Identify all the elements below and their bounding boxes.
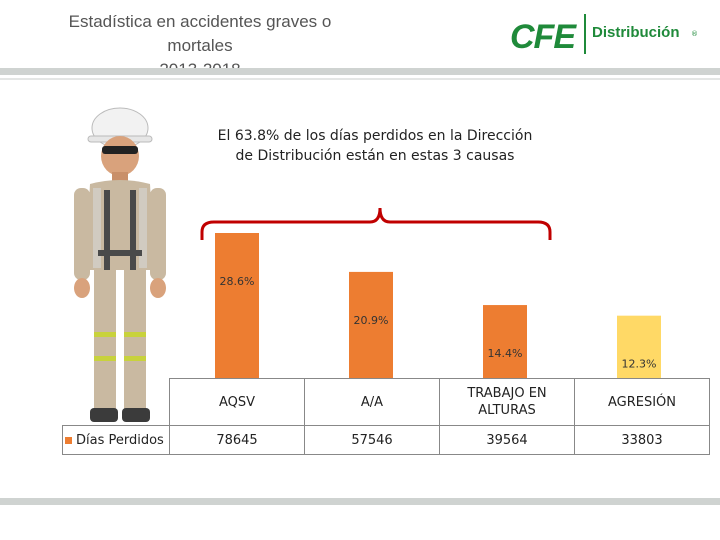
chart-note: El 63.8% de los días perdidos en la Dire… — [195, 126, 555, 166]
logo-separator — [584, 14, 586, 54]
category-cell-agresion: AGRESIÓN — [574, 378, 710, 426]
table-corner — [63, 379, 170, 426]
category-row: AQSV A/A TRABAJO EN ALTURAS AGRESIÓN — [63, 378, 710, 426]
category-label: A/A — [360, 394, 384, 410]
header-divider-thin — [0, 78, 720, 80]
legend-key — [65, 436, 72, 444]
bar-aqsv — [215, 233, 259, 378]
category-cell-aa: A/A — [304, 378, 440, 426]
legend-label: Días Perdidos — [76, 432, 164, 448]
bracket-annotation — [200, 207, 552, 240]
category-label: AGRESIÓN — [607, 394, 677, 410]
percent-label-aqsv: 28.6% — [220, 275, 255, 288]
category-label: TRABAJO EN — [467, 386, 547, 401]
note-line-1: El 63.8% de los días perdidos en la Dire… — [217, 128, 533, 144]
data-table: AQSV A/A TRABAJO EN ALTURAS AGRESIÓN Días… — [62, 378, 710, 455]
category-label: ALTURAS — [478, 403, 536, 418]
percent-label-trabajo-en-alturas: 14.4% — [488, 347, 523, 360]
category-label: AQSV — [218, 394, 256, 410]
percent-label-agresion: 12.3% — [622, 358, 657, 371]
value-cell-agresion: 33803 — [574, 425, 710, 455]
category-cell-aqsv: AQSV — [169, 378, 305, 426]
bar-agresion — [617, 315, 661, 378]
note-line-2: de Distribución están en estas 3 causas — [235, 148, 515, 164]
bar-trabajo-en-alturas — [483, 305, 527, 378]
bar-chart: 28.6% 20.9% 14.4% 12.3% — [200, 207, 661, 378]
footer-divider — [0, 498, 720, 505]
legend-entry: Días Perdidos — [62, 425, 170, 455]
category-cell-trabajo-en-alturas: TRABAJO EN ALTURAS — [439, 378, 575, 426]
percent-label-a-a: 20.9% — [354, 314, 389, 327]
bar-a-a — [349, 271, 393, 378]
title-line-1: Estadística en accidentes graves o morta… — [68, 12, 332, 55]
logo-word: CFE — [510, 18, 576, 56]
logo-registered-mark: ® — [691, 30, 698, 38]
values-row: Días Perdidos 78645 57546 39564 33803 — [62, 425, 710, 455]
logo-subtitle: Distribución — [592, 24, 680, 41]
value-cell-aqsv: 78645 — [169, 425, 305, 455]
value-cell-trabajo-en-alturas: 39564 — [439, 425, 575, 455]
value-cell-aa: 57546 — [304, 425, 440, 455]
worker-illustration — [74, 107, 166, 422]
header-divider — [0, 68, 720, 75]
